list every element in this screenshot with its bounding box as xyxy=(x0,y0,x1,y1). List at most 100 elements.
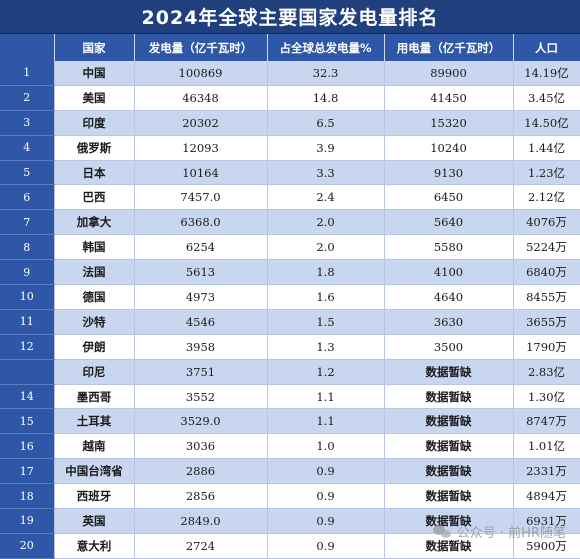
table-cell-share: 1.6 xyxy=(267,284,385,310)
table-cell-population: 3655万 xyxy=(513,309,580,335)
table-cell-share: 0.9 xyxy=(267,508,385,534)
table-cell-rank: 4 xyxy=(0,135,55,161)
table-cell-generation: 46348 xyxy=(134,85,268,111)
table-cell-consumption: 数据暂缺 xyxy=(384,458,514,485)
header-generation: 发电量（亿千瓦时） xyxy=(134,34,268,61)
table-cell-share: 2.4 xyxy=(267,184,385,211)
table-cell-rank: 1 xyxy=(0,61,55,86)
table-row: 3 印度 20302 6.5 15320 14.50亿 xyxy=(0,110,580,136)
table-row: 14 墨西哥 3552 1.1 数据暂缺 1.30亿 xyxy=(0,384,580,410)
table-cell-country: 美国 xyxy=(54,85,135,111)
table-cell-share: 1.3 xyxy=(267,334,385,360)
table-cell-population: 4894万 xyxy=(513,483,580,510)
table-cell-population: 8747万 xyxy=(513,408,580,435)
table-cell-share: 1.8 xyxy=(267,259,385,286)
table-cell-country: 英国 xyxy=(54,508,135,534)
table-cell-generation: 2886 xyxy=(134,458,268,485)
header-population: 人口 xyxy=(513,34,580,61)
table-cell-consumption: 4640 xyxy=(384,284,514,310)
table-header-row: 国家 发电量（亿千瓦时） 占全球总发电量% 用电量（亿千瓦时） 人口 xyxy=(0,34,580,61)
table-cell-share: 1.5 xyxy=(267,309,385,335)
table-cell-rank: 3 xyxy=(0,110,55,136)
table-row: 16 越南 3036 1.0 数据暂缺 1.01亿 xyxy=(0,433,580,460)
table-cell-generation: 6254 xyxy=(134,234,268,261)
table-row: 2 美国 46348 14.8 41450 3.45亿 xyxy=(0,85,580,111)
table-cell-consumption: 9130 xyxy=(384,160,514,186)
table-cell-share: 2.0 xyxy=(267,234,385,261)
table-cell-country: 印尼 xyxy=(54,359,135,385)
table-cell-country: 韩国 xyxy=(54,234,135,261)
table-cell-population: 8455万 xyxy=(513,284,580,310)
table-cell-rank: 19 xyxy=(0,508,55,534)
table-row: 11 沙特 4546 1.5 3630 3655万 xyxy=(0,309,580,335)
table-row: 10 德国 4973 1.6 4640 8455万 xyxy=(0,284,580,310)
table-cell-rank: 6 xyxy=(0,184,55,211)
table-cell-country: 法国 xyxy=(54,259,135,286)
table-cell-consumption: 3500 xyxy=(384,334,514,360)
table-cell-rank: 8 xyxy=(0,234,55,261)
page-title: 2024年全球主要国家发电量排名 xyxy=(0,0,580,34)
table-cell-country: 中国 xyxy=(54,61,135,86)
table-cell-generation: 3036 xyxy=(134,433,268,460)
table-cell-rank: 2 xyxy=(0,85,55,111)
table-cell-rank: 15 xyxy=(0,408,55,435)
table-cell-share: 3.3 xyxy=(267,160,385,186)
table-cell-country: 土耳其 xyxy=(54,408,135,435)
table-cell-population: 1.30亿 xyxy=(513,384,580,410)
table-cell-rank: 11 xyxy=(0,309,55,335)
table-cell-population: 1.44亿 xyxy=(513,135,580,161)
table-row: 19 英国 2849.0 0.9 数据暂缺 6931万 xyxy=(0,508,580,534)
table-row: 4 俄罗斯 12093 3.9 10240 1.44亿 xyxy=(0,135,580,161)
table-cell-generation: 3751 xyxy=(134,359,268,385)
table-cell-share: 32.3 xyxy=(267,61,385,86)
table-cell-consumption: 41450 xyxy=(384,85,514,111)
table-cell-share: 0.9 xyxy=(267,458,385,485)
table-cell-rank: 17 xyxy=(0,458,55,485)
table-cell-population: 1.01亿 xyxy=(513,433,580,460)
table-cell-rank: 9 xyxy=(0,259,55,286)
table-cell-consumption: 4100 xyxy=(384,259,514,286)
table-cell-country: 墨西哥 xyxy=(54,384,135,410)
table-cell-population: 1.23亿 xyxy=(513,160,580,186)
table-row: 印尼 3751 1.2 数据暂缺 2.83亿 xyxy=(0,359,580,385)
table-cell-generation: 20302 xyxy=(134,110,268,136)
table-cell-generation: 4546 xyxy=(134,309,268,335)
table-cell-population: 3.45亿 xyxy=(513,85,580,111)
table-cell-country: 巴西 xyxy=(54,184,135,211)
table-cell-consumption: 数据暂缺 xyxy=(384,508,514,534)
table-cell-population: 14.50亿 xyxy=(513,110,580,136)
table-cell-rank: 12 xyxy=(0,334,55,360)
table-body: 1 中国 100869 32.3 89900 14.19亿 2 美国 46348 14.8 4145… xyxy=(0,61,580,559)
table-cell-generation: 3958 xyxy=(134,334,268,360)
table-cell-population: 2331万 xyxy=(513,458,580,485)
table-cell-generation: 3552 xyxy=(134,384,268,410)
table-cell-country: 西班牙 xyxy=(54,483,135,510)
table-cell-consumption: 数据暂缺 xyxy=(384,483,514,510)
table-cell-generation: 2856 xyxy=(134,483,268,510)
table-cell-population: 5224万 xyxy=(513,234,580,261)
table-cell-consumption: 5580 xyxy=(384,234,514,261)
table-cell-country: 中国台湾省 xyxy=(54,458,135,485)
table-cell-generation: 100869 xyxy=(134,61,268,86)
header-rank xyxy=(0,34,55,61)
table-cell-share: 1.2 xyxy=(267,359,385,385)
table-row: 17 中国台湾省 2886 0.9 数据暂缺 2331万 xyxy=(0,458,580,485)
table-cell-rank: 5 xyxy=(0,160,55,186)
table-cell-generation: 4973 xyxy=(134,284,268,310)
table-cell-country: 沙特 xyxy=(54,309,135,335)
table-row: 15 土耳其 3529.0 1.1 数据暂缺 8747万 xyxy=(0,408,580,435)
table-cell-consumption: 数据暂缺 xyxy=(384,408,514,435)
table-row: 12 伊朗 3958 1.3 3500 1790万 xyxy=(0,334,580,360)
table-row: 8 韩国 6254 2.0 5580 5224万 xyxy=(0,234,580,261)
table-cell-generation: 6368.0 xyxy=(134,209,268,236)
table-cell-consumption: 89900 xyxy=(384,61,514,86)
table-cell-rank xyxy=(0,359,55,385)
table-cell-share: 14.8 xyxy=(267,85,385,111)
table-cell-consumption: 15320 xyxy=(384,110,514,136)
ranking-table: 国家 发电量（亿千瓦时） 占全球总发电量% 用电量（亿千瓦时） 人口 1 中国 10… xyxy=(0,34,580,559)
table-cell-country: 越南 xyxy=(54,433,135,460)
table-cell-consumption: 数据暂缺 xyxy=(384,359,514,385)
table-cell-consumption: 数据暂缺 xyxy=(384,384,514,410)
table-row: 6 巴西 7457.0 2.4 6450 2.12亿 xyxy=(0,184,580,211)
